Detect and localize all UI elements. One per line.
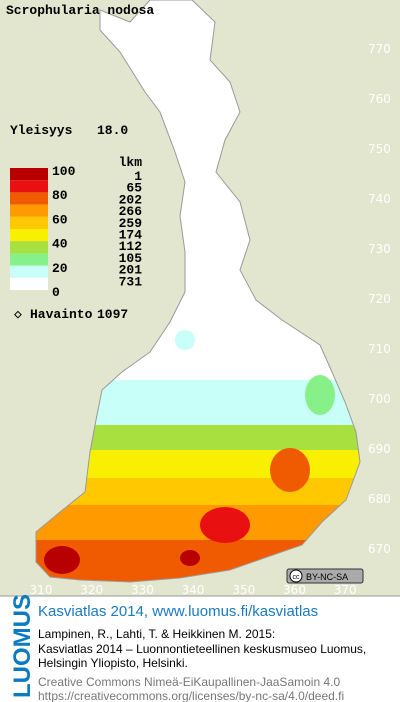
y-coordinate-label: 680 — [368, 492, 391, 506]
x-coordinate-label: 330 — [131, 583, 154, 597]
citation-line: Kasviatlas 2014 – Luonnontieteellinen ke… — [38, 642, 366, 656]
legend-count: 105 — [119, 251, 143, 266]
legend-level: 80 — [52, 188, 68, 203]
map-title: Scrophularia nodosa — [6, 3, 154, 18]
legend-count: 731 — [119, 274, 143, 289]
y-coordinate-label: 770 — [368, 42, 391, 56]
y-coordinate-label: 690 — [368, 442, 391, 456]
legend-count: 266 — [119, 204, 143, 219]
y-coordinate-label: 720 — [368, 292, 391, 306]
license-url[interactable]: https://creativecommons.org/licenses/by-… — [38, 689, 344, 702]
legend-count: 174 — [119, 228, 143, 243]
legend-swatch — [10, 265, 48, 278]
frequency-value: 18.0 — [97, 123, 128, 138]
legend-swatch — [10, 216, 48, 229]
legend-swatch — [10, 277, 48, 290]
license-text: Creative Commons Nimeä-EiKaupallinen-Jaa… — [38, 675, 340, 689]
svg-text:cc: cc — [293, 574, 301, 581]
legend-swatch — [10, 241, 48, 254]
legend-level: 60 — [52, 212, 68, 227]
y-coordinate-label: 710 — [368, 342, 391, 356]
map-outline — [35, 0, 361, 583]
legend-level: 20 — [52, 261, 68, 276]
legend-level: 40 — [52, 237, 68, 252]
frequency-label: Yleisyys — [10, 123, 73, 138]
y-coordinate-label: 740 — [368, 192, 391, 206]
legend-swatch — [10, 229, 48, 242]
brand: LUOMUS — [9, 594, 36, 698]
legend-level: 0 — [52, 285, 60, 300]
x-coordinate-label: 360 — [283, 583, 306, 597]
citation-line: Helsingin Yliopisto, Helsinki. — [38, 656, 188, 670]
legend-count: 202 — [119, 192, 143, 207]
legend-swatch — [10, 168, 48, 181]
license-badge-text: BY-NC-SA — [306, 572, 348, 582]
x-coordinate-label: 320 — [80, 583, 103, 597]
y-coordinate-label: 670 — [368, 542, 391, 556]
y-coordinate-label: 750 — [368, 142, 391, 156]
observations-value: 1097 — [97, 307, 128, 322]
legend-count: 65 — [126, 181, 142, 196]
x-coordinate-label: 310 — [30, 583, 53, 597]
legend-count: 112 — [119, 239, 143, 254]
count-header: lkm — [119, 155, 143, 170]
legend-swatch — [10, 180, 48, 193]
legend-count: 259 — [119, 216, 143, 231]
legend-swatch — [10, 192, 48, 205]
observations-marker: ◇ — [14, 307, 22, 322]
legend-swatch — [10, 253, 48, 266]
citation-line: Lampinen, R., Lahti, T. & Heikkinen M. 2… — [38, 627, 275, 641]
atlas-link[interactable]: Kasviatlas 2014, www.luomus.fi/kasviatla… — [38, 603, 318, 620]
observations-label: Havainto — [30, 307, 93, 322]
y-coordinate-label: 730 — [368, 242, 391, 256]
license-badge: cc BY-NC-SA — [286, 568, 364, 584]
y-coordinate-label: 700 — [368, 392, 391, 406]
legend-count: 1 — [134, 169, 142, 184]
x-coordinate-label: 350 — [232, 583, 255, 597]
legend-level: 100 — [52, 164, 76, 179]
x-coordinate-label: 370 — [334, 583, 357, 597]
x-coordinate-label: 340 — [182, 583, 205, 597]
y-coordinate-label: 760 — [368, 92, 391, 106]
legend-swatch — [10, 204, 48, 217]
legend-count: 201 — [119, 263, 143, 278]
